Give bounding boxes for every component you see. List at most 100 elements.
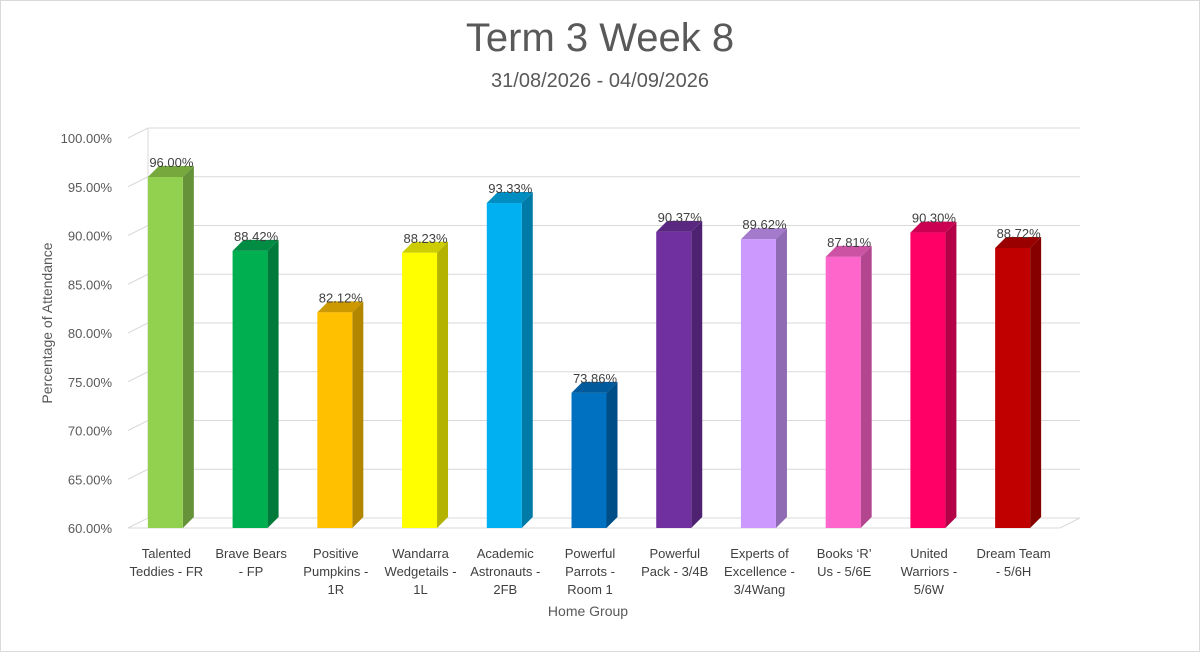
bar-side <box>860 245 872 529</box>
y-axis-title: Percentage of Attendance <box>39 242 55 403</box>
bar-side <box>691 220 703 528</box>
bar <box>317 301 364 528</box>
x-category-label-line: Wandarra <box>392 546 449 561</box>
gridline-side <box>127 420 149 431</box>
bar-front <box>656 231 692 528</box>
data-label: 88.42% <box>234 229 279 244</box>
bar <box>740 228 787 528</box>
bar-front <box>571 392 607 528</box>
bar-front <box>910 232 946 528</box>
bar <box>486 192 533 528</box>
bar-side <box>521 192 533 528</box>
data-label: 89.62% <box>742 217 787 232</box>
bar-side <box>352 301 364 528</box>
bar <box>825 245 872 529</box>
gridline-side <box>127 468 149 480</box>
x-category-label-line: Room 1 <box>567 582 613 597</box>
x-category-label: Powerful Parrots - Room 1 <box>565 546 616 597</box>
chart-title: Term 3 Week 8 <box>465 16 735 60</box>
bar-top <box>995 236 1042 248</box>
gridline-side <box>127 322 149 334</box>
bar-side <box>437 241 449 528</box>
x-category-label-line: Astronauts - <box>470 564 540 579</box>
bar-side <box>775 228 787 528</box>
y-tick-label: 65.00% <box>68 472 113 487</box>
x-category-label: United Warriors - 5/6W <box>901 546 958 597</box>
chart-subtitle: 31/08/2026 - 04/09/2026 <box>491 70 709 92</box>
bar-side <box>1030 236 1042 529</box>
y-tick-label: 80.00% <box>68 326 113 341</box>
x-axis-categories: Talented Teddies - FR Brave Bears - FP Posit… <box>130 546 1051 597</box>
data-label: 88.23% <box>403 231 448 246</box>
x-category-label-line: - FP <box>239 564 264 579</box>
bar <box>571 381 618 528</box>
x-category-label-line: Pumpkins - <box>303 564 368 579</box>
x-category-label: Wandarra Wedgetails - 1L <box>385 546 457 597</box>
bar-top <box>402 241 449 253</box>
data-labels: 96.00% 88.42% 82.12% 88.23% 93.33% 73.86% 90.3… <box>149 155 1041 386</box>
y-tick-label: 60.00% <box>68 521 113 536</box>
bar <box>232 239 279 528</box>
x-category-label-line: 3/4Wang <box>734 582 786 597</box>
bar <box>995 236 1042 529</box>
x-category-label: Powerful Pack - 3/4B <box>641 546 708 579</box>
data-label: 90.37% <box>658 210 703 225</box>
x-category-label-line: 2FB <box>493 582 517 597</box>
x-category-label: Academic Astronauts - 2FB <box>470 546 540 597</box>
bar-front <box>486 203 522 528</box>
gridline-side <box>127 127 149 139</box>
gridline-side <box>127 273 149 285</box>
x-category-label-line: Positive <box>313 546 359 561</box>
gridline-side <box>127 225 149 236</box>
x-category-label-line: Powerful <box>565 546 616 561</box>
x-category-label-line: Teddies - FR <box>130 564 204 579</box>
x-category-label-line: 1L <box>413 582 427 597</box>
bar-top <box>486 192 533 204</box>
bar-front <box>317 312 353 528</box>
bar <box>910 221 957 528</box>
bar-top <box>147 166 194 177</box>
x-category-label-line: Pack - 3/4B <box>641 564 708 579</box>
gridline-side <box>127 176 149 188</box>
x-category-label-line: Talented <box>142 546 191 561</box>
x-category-label-line: Academic <box>477 546 535 561</box>
data-label: 88.72% <box>997 226 1042 241</box>
data-label: 87.81% <box>827 235 872 250</box>
data-label: 73.86% <box>573 371 618 386</box>
bar-top <box>910 221 957 233</box>
bar <box>147 166 194 528</box>
x-category-label-line: Excellence - <box>724 564 795 579</box>
x-category-label-line: Books ‘R’ <box>817 546 872 561</box>
bar <box>656 220 703 528</box>
bar-top <box>232 239 279 251</box>
bar-top <box>740 228 787 240</box>
y-tick-label: 75.00% <box>68 375 113 390</box>
x-category-label-line: Experts of <box>730 546 789 561</box>
x-category-label: Books ‘R’ Us - 5/6E <box>817 546 872 579</box>
bar-top <box>825 245 872 257</box>
x-category-label-line: Parrots - <box>565 564 615 579</box>
bar-top <box>317 301 364 313</box>
bar-front <box>402 252 438 528</box>
x-category-label: Brave Bears - FP <box>215 546 287 579</box>
x-category-label: Positive Pumpkins - 1R <box>303 546 368 597</box>
x-category-label-line: - 5/6H <box>996 564 1031 579</box>
bar-side <box>606 381 618 528</box>
y-axis-ticks: 60.00% 65.00% 70.00% 75.00% 80.00% 85.00% 90.0… <box>61 131 113 536</box>
x-category-label-line: Dream Team <box>977 546 1051 561</box>
x-category-label-line: Wedgetails - <box>385 564 457 579</box>
data-label: 82.12% <box>319 290 364 305</box>
x-category-label-line: Warriors - <box>901 564 958 579</box>
x-category-label: Experts of Excellence - 3/4Wang <box>724 546 795 597</box>
floor-side-edge <box>1059 517 1081 529</box>
gridline-side <box>127 517 149 529</box>
y-tick-label: 100.00% <box>61 131 113 146</box>
bars <box>147 166 1042 529</box>
bar-front <box>995 247 1031 529</box>
bar-side <box>945 221 957 528</box>
y-tick-label: 90.00% <box>68 229 113 244</box>
y-tick-label: 70.00% <box>68 424 113 439</box>
x-category-label: Talented Teddies - FR <box>130 546 204 579</box>
y-tick-label: 85.00% <box>68 277 113 292</box>
